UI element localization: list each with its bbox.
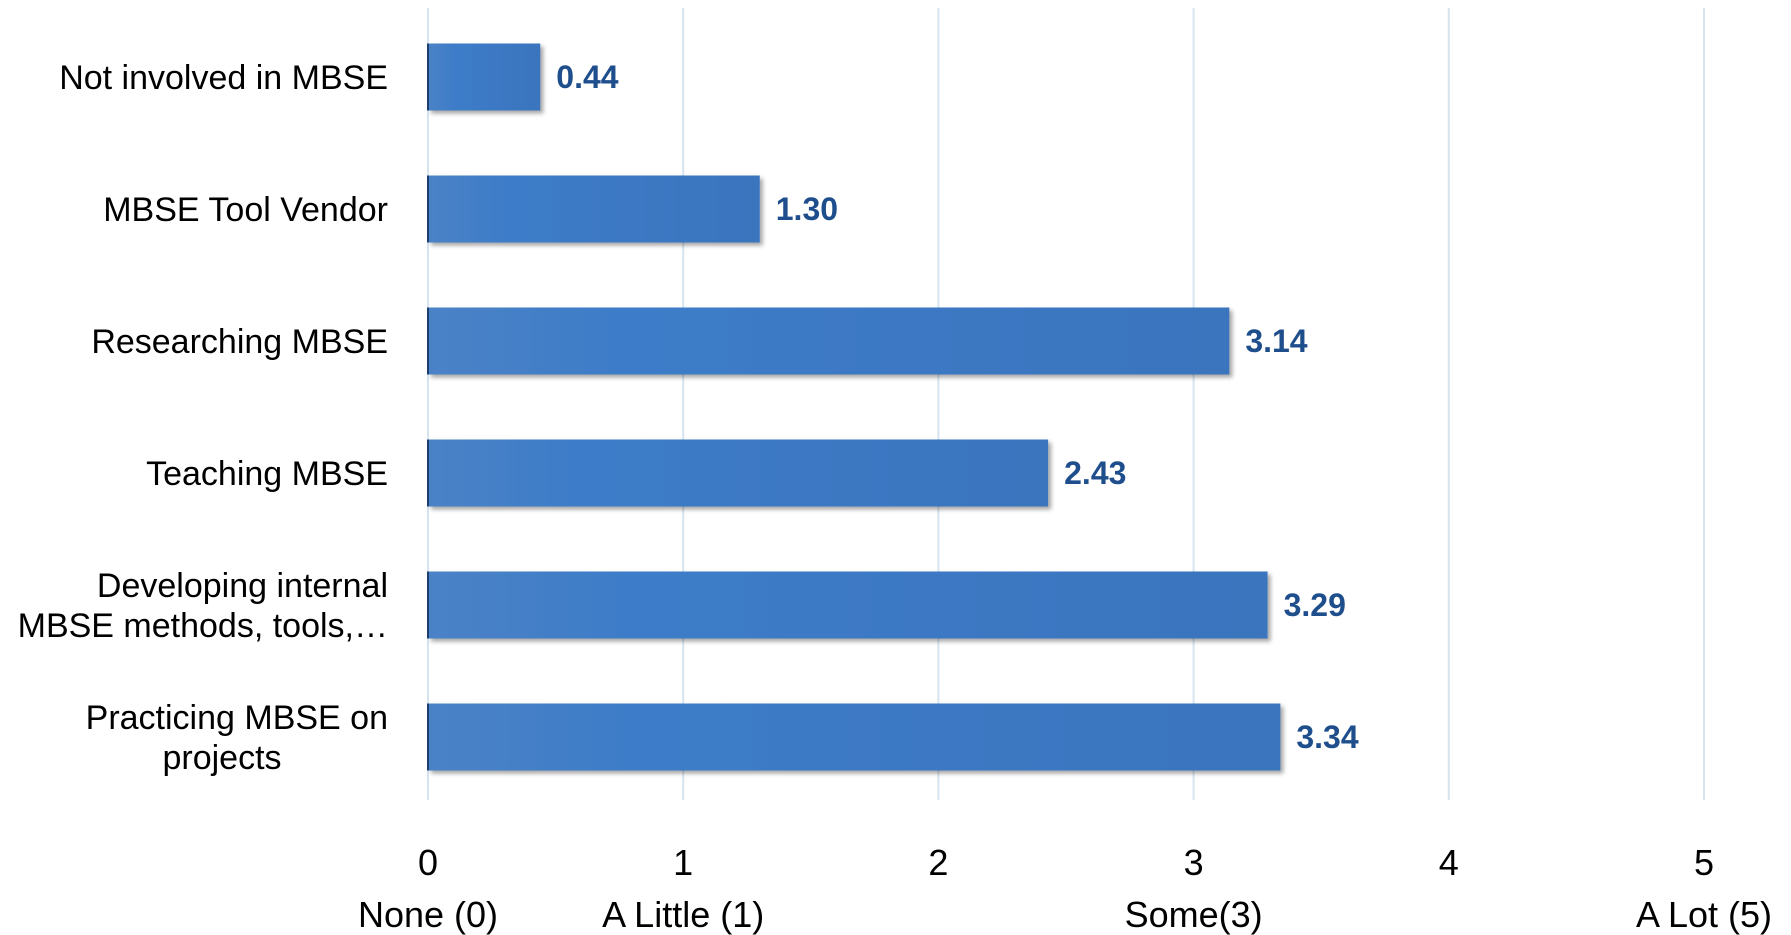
category-label-5-line-1: Developing internal <box>97 567 388 605</box>
data-label-1: 0.44 <box>556 59 618 95</box>
category-label-3: Researching MBSE <box>91 323 388 361</box>
bars <box>427 43 1281 771</box>
bar-3 <box>428 307 1230 375</box>
category-label-1: Not involved in MBSE <box>59 59 388 97</box>
x-tick-label-4: 4 <box>1439 842 1459 883</box>
scale-label-3: Some(3) <box>1125 894 1263 935</box>
bar-2 <box>428 175 760 243</box>
category-label-5-line-2: MBSE methods, tools,… <box>18 607 388 645</box>
x-tick-label-5: 5 <box>1694 842 1714 883</box>
bar-5 <box>428 571 1268 639</box>
data-label-5: 3.29 <box>1284 587 1346 623</box>
bar-6 <box>428 703 1281 771</box>
x-tick-label-2: 2 <box>928 842 948 883</box>
x-tick-label-0: 0 <box>418 842 438 883</box>
category-label-2: MBSE Tool Vendor <box>103 191 388 229</box>
x-tick-label-1: 1 <box>673 842 693 883</box>
category-label-6-line-2: projects <box>162 739 281 777</box>
data-label-3: 3.14 <box>1245 323 1307 359</box>
gridlines <box>427 8 1705 800</box>
data-label-6: 3.34 <box>1296 719 1358 755</box>
scale-label-2: A Little (1) <box>602 894 764 935</box>
category-label-6-line-1: Practicing MBSE on <box>86 699 388 737</box>
x-tick-label-3: 3 <box>1184 842 1204 883</box>
labels: 0.44 Not involved in MBSE 1.30 MBSE Tool Ve… <box>18 59 1772 935</box>
bar-1 <box>428 43 541 111</box>
scale-label-4: A Lot (5) <box>1636 894 1772 935</box>
data-label-2: 1.30 <box>776 191 838 227</box>
scale-label-1: None (0) <box>358 894 498 935</box>
category-label-4: Teaching MBSE <box>146 455 388 493</box>
data-label-4: 2.43 <box>1064 455 1126 491</box>
bar-4 <box>428 439 1049 507</box>
